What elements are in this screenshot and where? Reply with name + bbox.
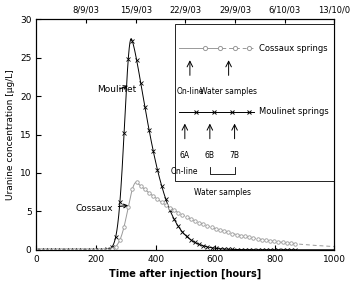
Text: Cossaux springs: Cossaux springs	[259, 44, 328, 53]
Text: Water samples: Water samples	[200, 87, 257, 96]
Text: Water samples: Water samples	[194, 188, 251, 197]
Text: Moulinet springs: Moulinet springs	[259, 107, 329, 116]
X-axis label: Time after injection [hours]: Time after injection [hours]	[109, 269, 262, 280]
Text: 6B: 6B	[205, 151, 215, 160]
Text: On-line: On-line	[176, 87, 204, 96]
Text: 7B: 7B	[230, 151, 240, 160]
Y-axis label: Uranine concentration [μg/L]: Uranine concentration [μg/L]	[6, 69, 15, 200]
Text: 6A: 6A	[180, 151, 190, 160]
Text: On-line: On-line	[171, 167, 199, 176]
Text: Cossaux: Cossaux	[75, 204, 127, 213]
FancyBboxPatch shape	[175, 24, 334, 181]
Text: Moulinet: Moulinet	[98, 86, 137, 94]
